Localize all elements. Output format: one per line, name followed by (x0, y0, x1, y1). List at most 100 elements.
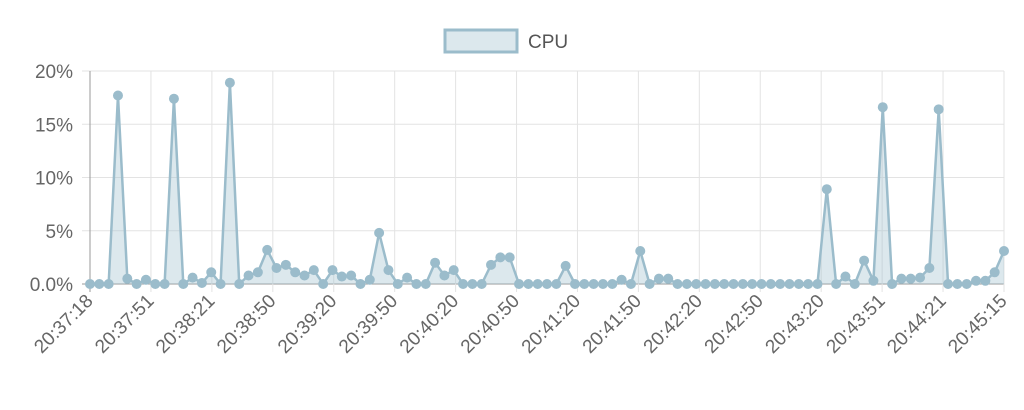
cpu-point[interactable] (691, 279, 702, 289)
cpu-point[interactable] (924, 263, 935, 274)
cpu-point[interactable] (486, 259, 497, 270)
cpu-point[interactable] (569, 279, 580, 289)
cpu-point[interactable] (672, 279, 683, 289)
cpu-point[interactable] (476, 279, 487, 289)
cpu-point[interactable] (868, 275, 879, 286)
cpu-point[interactable] (747, 279, 758, 289)
cpu-point[interactable] (607, 279, 618, 289)
cpu-point[interactable] (159, 279, 170, 289)
cpu-point[interactable] (364, 274, 375, 285)
cpu-point[interactable] (560, 260, 571, 271)
cpu-point[interactable] (887, 279, 898, 289)
cpu-point[interactable] (458, 279, 469, 289)
cpu-point[interactable] (383, 265, 394, 276)
cpu-point[interactable] (187, 272, 198, 283)
cpu-point[interactable] (430, 257, 441, 268)
cpu-point[interactable] (150, 279, 161, 289)
cpu-point[interactable] (849, 279, 860, 289)
cpu-point[interactable] (737, 279, 748, 289)
cpu-point[interactable] (625, 279, 636, 289)
cpu-point[interactable] (551, 279, 562, 289)
cpu-point[interactable] (999, 245, 1009, 256)
cpu-point[interactable] (952, 279, 963, 289)
cpu-point[interactable] (495, 252, 506, 263)
cpu-point[interactable] (467, 279, 478, 289)
cpu-point[interactable] (840, 271, 851, 282)
cpu-point[interactable] (318, 279, 329, 289)
cpu-point[interactable] (896, 273, 907, 284)
cpu-point[interactable] (327, 265, 338, 276)
cpu-point[interactable] (122, 273, 133, 284)
cpu-point[interactable] (532, 279, 543, 289)
cpu-point[interactable] (346, 270, 357, 281)
cpu-point[interactable] (290, 267, 301, 278)
cpu-point[interactable] (243, 270, 254, 281)
cpu-point[interactable] (103, 279, 114, 289)
cpu-point[interactable] (215, 279, 226, 289)
cpu-point[interactable] (579, 279, 590, 289)
cpu-point[interactable] (700, 279, 711, 289)
cpu-point[interactable] (196, 277, 207, 288)
cpu-point[interactable] (308, 265, 319, 276)
legend[interactable]: CPU (443, 28, 568, 54)
cpu-point[interactable] (514, 279, 525, 289)
cpu-point[interactable] (355, 279, 366, 289)
cpu-point[interactable] (402, 272, 413, 283)
cpu-point[interactable] (793, 279, 804, 289)
cpu-point[interactable] (252, 267, 263, 278)
cpu-point[interactable] (224, 77, 235, 88)
cpu-point[interactable] (616, 274, 627, 285)
cpu-point[interactable] (775, 279, 786, 289)
cpu-point[interactable] (234, 279, 245, 289)
cpu-point[interactable] (719, 279, 730, 289)
cpu-point[interactable] (859, 255, 870, 266)
cpu-point[interactable] (588, 279, 599, 289)
cpu-point[interactable] (961, 279, 972, 289)
cpu-point[interactable] (112, 90, 123, 101)
cpu-point[interactable] (523, 279, 534, 289)
cpu-point[interactable] (336, 271, 347, 282)
cpu-point[interactable] (140, 274, 151, 285)
cpu-point[interactable] (271, 263, 282, 274)
cpu-point[interactable] (420, 279, 431, 289)
cpu-point[interactable] (504, 252, 515, 263)
cpu-point[interactable] (85, 279, 95, 289)
cpu-point[interactable] (131, 279, 142, 289)
cpu-point[interactable] (597, 279, 608, 289)
cpu-point[interactable] (812, 279, 823, 289)
cpu-point[interactable] (765, 279, 776, 289)
cpu-point[interactable] (635, 245, 646, 256)
cpu-point[interactable] (653, 273, 664, 284)
cpu-point[interactable] (971, 275, 982, 286)
cpu-point[interactable] (262, 244, 273, 255)
cpu-point[interactable] (663, 273, 674, 284)
cpu-point[interactable] (933, 104, 944, 115)
cpu-point[interactable] (168, 93, 179, 104)
cpu-point[interactable] (178, 279, 189, 289)
cpu-point[interactable] (728, 279, 739, 289)
cpu-point[interactable] (374, 227, 385, 238)
cpu-point[interactable] (803, 279, 814, 289)
cpu-point[interactable] (392, 279, 403, 289)
cpu-point[interactable] (877, 102, 888, 113)
cpu-point[interactable] (989, 267, 1000, 278)
cpu-point[interactable] (439, 270, 450, 281)
cpu-point[interactable] (756, 279, 767, 289)
cpu-point[interactable] (299, 270, 310, 281)
cpu-point[interactable] (94, 279, 105, 289)
cpu-point[interactable] (542, 279, 552, 289)
cpu-point[interactable] (448, 265, 459, 276)
cpu-point[interactable] (709, 279, 720, 289)
cpu-point[interactable] (980, 275, 991, 286)
cpu-point[interactable] (784, 279, 795, 289)
cpu-point[interactable] (905, 273, 916, 284)
cpu-point[interactable] (644, 279, 655, 289)
cpu-point[interactable] (280, 259, 291, 270)
cpu-point[interactable] (915, 272, 926, 283)
cpu-point[interactable] (681, 279, 692, 289)
cpu-point[interactable] (821, 184, 832, 195)
cpu-point[interactable] (943, 279, 954, 289)
cpu-point[interactable] (411, 279, 422, 289)
cpu-point[interactable] (831, 279, 842, 289)
cpu-point[interactable] (206, 267, 217, 278)
